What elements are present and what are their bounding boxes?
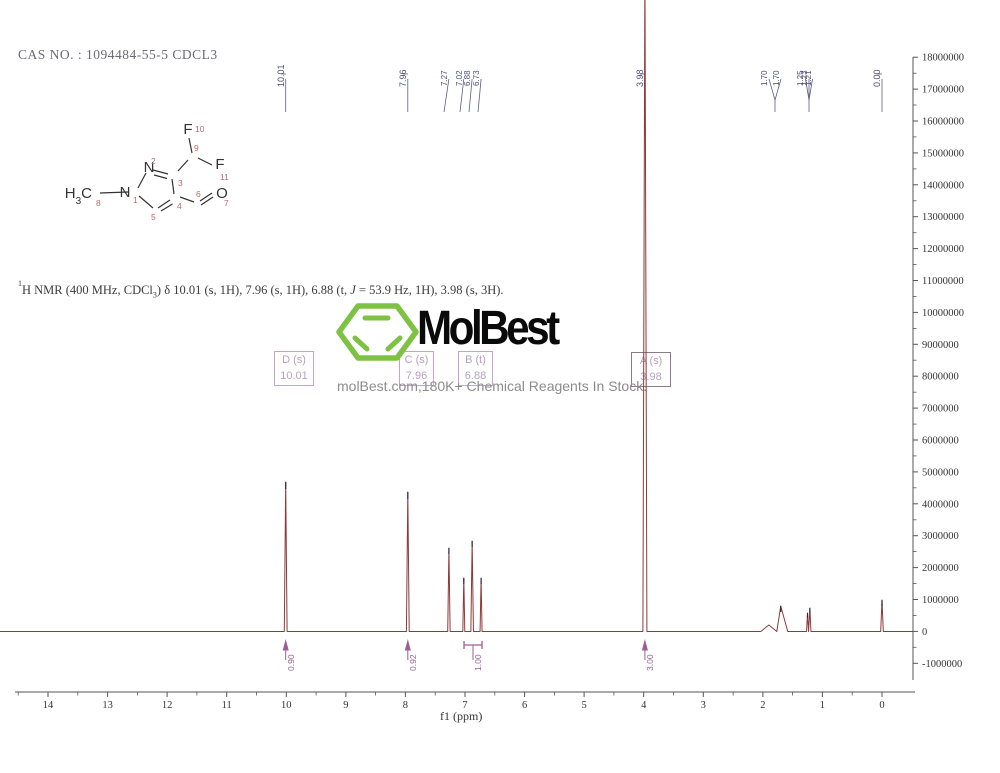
svg-text:13: 13	[102, 700, 113, 711]
svg-text:12: 12	[162, 700, 173, 711]
svg-text:7000000: 7000000	[922, 404, 959, 415]
svg-text:17000000: 17000000	[922, 85, 964, 96]
svg-text:0: 0	[922, 627, 927, 638]
svg-text:14: 14	[43, 700, 54, 711]
svg-text:16000000: 16000000	[922, 117, 964, 128]
svg-text:8000000: 8000000	[922, 372, 959, 383]
svg-text:11: 11	[222, 700, 232, 711]
svg-text:6000000: 6000000	[922, 436, 959, 447]
svg-text:8: 8	[403, 700, 408, 711]
svg-text:11000000: 11000000	[922, 276, 964, 287]
svg-text:12000000: 12000000	[922, 244, 964, 255]
svg-text:1000000: 1000000	[922, 595, 959, 606]
svg-text:3: 3	[701, 700, 706, 711]
svg-text:5000000: 5000000	[922, 467, 959, 478]
svg-text:4000000: 4000000	[922, 499, 959, 510]
svg-text:-1000000: -1000000	[922, 659, 962, 670]
svg-text:5: 5	[581, 700, 586, 711]
svg-text:9000000: 9000000	[922, 340, 959, 351]
svg-text:6: 6	[522, 700, 527, 711]
svg-text:13000000: 13000000	[922, 212, 964, 223]
svg-text:14000000: 14000000	[922, 180, 964, 191]
svg-text:2000000: 2000000	[922, 563, 959, 574]
svg-text:1: 1	[820, 700, 825, 711]
svg-text:2: 2	[760, 700, 765, 711]
svg-text:9: 9	[343, 700, 348, 711]
svg-text:15000000: 15000000	[922, 148, 964, 159]
svg-text:10: 10	[281, 700, 292, 711]
svg-text:18000000: 18000000	[922, 53, 964, 64]
svg-text:3000000: 3000000	[922, 531, 959, 542]
svg-text:4: 4	[641, 700, 647, 711]
svg-text:0: 0	[879, 700, 884, 711]
svg-text:10000000: 10000000	[922, 308, 964, 319]
